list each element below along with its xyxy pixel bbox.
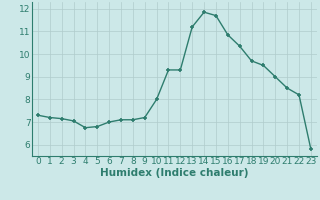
X-axis label: Humidex (Indice chaleur): Humidex (Indice chaleur) [100,168,249,178]
